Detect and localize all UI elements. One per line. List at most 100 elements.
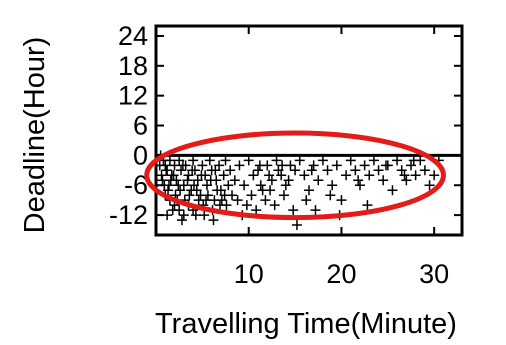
data-point: [178, 210, 189, 221]
data-point: [229, 175, 240, 186]
data-point: [188, 155, 199, 166]
data-point: [232, 195, 243, 206]
x-axis-label: Travelling Time(Minute): [155, 308, 457, 340]
data-point: [350, 165, 361, 176]
data-point: [239, 180, 250, 191]
data-point: [419, 165, 430, 176]
data-point: [291, 220, 302, 231]
data-point: [260, 195, 271, 206]
data-point: [161, 165, 172, 176]
data-point: [205, 175, 216, 186]
data-point: [212, 185, 223, 196]
data-point: [271, 155, 282, 166]
data-point: [173, 180, 184, 191]
y-tick-label: 12: [118, 81, 148, 111]
y-tick-label: 24: [118, 21, 148, 51]
data-point: [204, 155, 215, 166]
y-axis-label: Deadline(Hour): [19, 37, 51, 234]
x-tick-label: 20: [326, 259, 356, 289]
data-point: [322, 165, 333, 176]
y-tick-label: 18: [118, 51, 148, 81]
data-point: [241, 200, 252, 211]
data-point: [177, 160, 188, 171]
data-point: [176, 215, 187, 226]
data-point: [253, 165, 263, 176]
data-point: [310, 205, 321, 216]
data-point: [164, 155, 175, 166]
y-tick-label: 0: [133, 140, 148, 170]
data-point: [254, 160, 265, 171]
data-point: [251, 205, 262, 216]
data-point: [243, 155, 254, 166]
y-tick-label: 6: [133, 111, 148, 141]
data-point: [182, 175, 193, 186]
data-point: [196, 170, 207, 181]
data-point: [294, 155, 305, 166]
data-point: [288, 205, 299, 216]
data-point: [424, 180, 435, 191]
data-point: [368, 155, 379, 166]
data-point: [410, 170, 421, 181]
data-point: [210, 165, 221, 176]
data-point: [299, 170, 310, 181]
data-point: [359, 160, 370, 171]
data-point: [199, 210, 210, 221]
data-point: [401, 175, 412, 186]
data-point: [163, 185, 174, 196]
data-point: [197, 160, 208, 171]
x-axis-ticks: 10 20 30: [234, 26, 449, 289]
data-point: [163, 180, 174, 191]
data-point: [325, 190, 336, 201]
data-point: [378, 175, 389, 186]
data-point: [408, 155, 419, 166]
data-point: [277, 160, 288, 171]
data-point: [234, 160, 245, 171]
data-point: [168, 170, 179, 181]
data-point: [214, 200, 225, 211]
data-point: [392, 155, 403, 166]
data-point: [175, 185, 186, 196]
data-point: [364, 170, 375, 181]
data-point: [248, 170, 259, 181]
data-point: [353, 175, 364, 186]
data-point: [218, 170, 229, 181]
highlight-ellipse: [144, 130, 446, 221]
y-tick-label: -12: [109, 200, 148, 230]
data-point: [269, 200, 280, 211]
data-point: [190, 210, 201, 221]
data-point: [304, 185, 314, 196]
x-tick-label: 10: [234, 259, 264, 289]
data-point: [373, 165, 384, 176]
data-point: [167, 205, 178, 216]
data-points: [154, 150, 444, 231]
data-point: [246, 190, 257, 201]
data-point: [187, 165, 198, 176]
data-point: [169, 160, 180, 171]
data-point: [301, 195, 312, 206]
data-point: [306, 165, 317, 176]
data-point: [313, 175, 324, 186]
data-point: [387, 185, 398, 196]
data-point: [278, 190, 289, 201]
data-point: [191, 185, 202, 196]
data-point: [157, 175, 168, 186]
data-point: [341, 170, 352, 181]
data-point: [184, 190, 195, 201]
data-point: [362, 200, 373, 211]
data-point: [264, 170, 275, 181]
data-point: [285, 160, 296, 171]
data-point: [219, 190, 230, 201]
data-point: [308, 160, 319, 171]
data-point: [380, 160, 391, 171]
data-point: [355, 180, 365, 191]
x-tick-label: 30: [419, 259, 449, 289]
data-point: [336, 195, 347, 206]
data-point: [176, 165, 187, 176]
data-point: [331, 160, 342, 171]
plot-frame: [154, 24, 464, 237]
data-point: [202, 190, 213, 201]
data-point: [220, 155, 231, 166]
data-point: [345, 155, 356, 166]
data-point: [208, 215, 219, 226]
